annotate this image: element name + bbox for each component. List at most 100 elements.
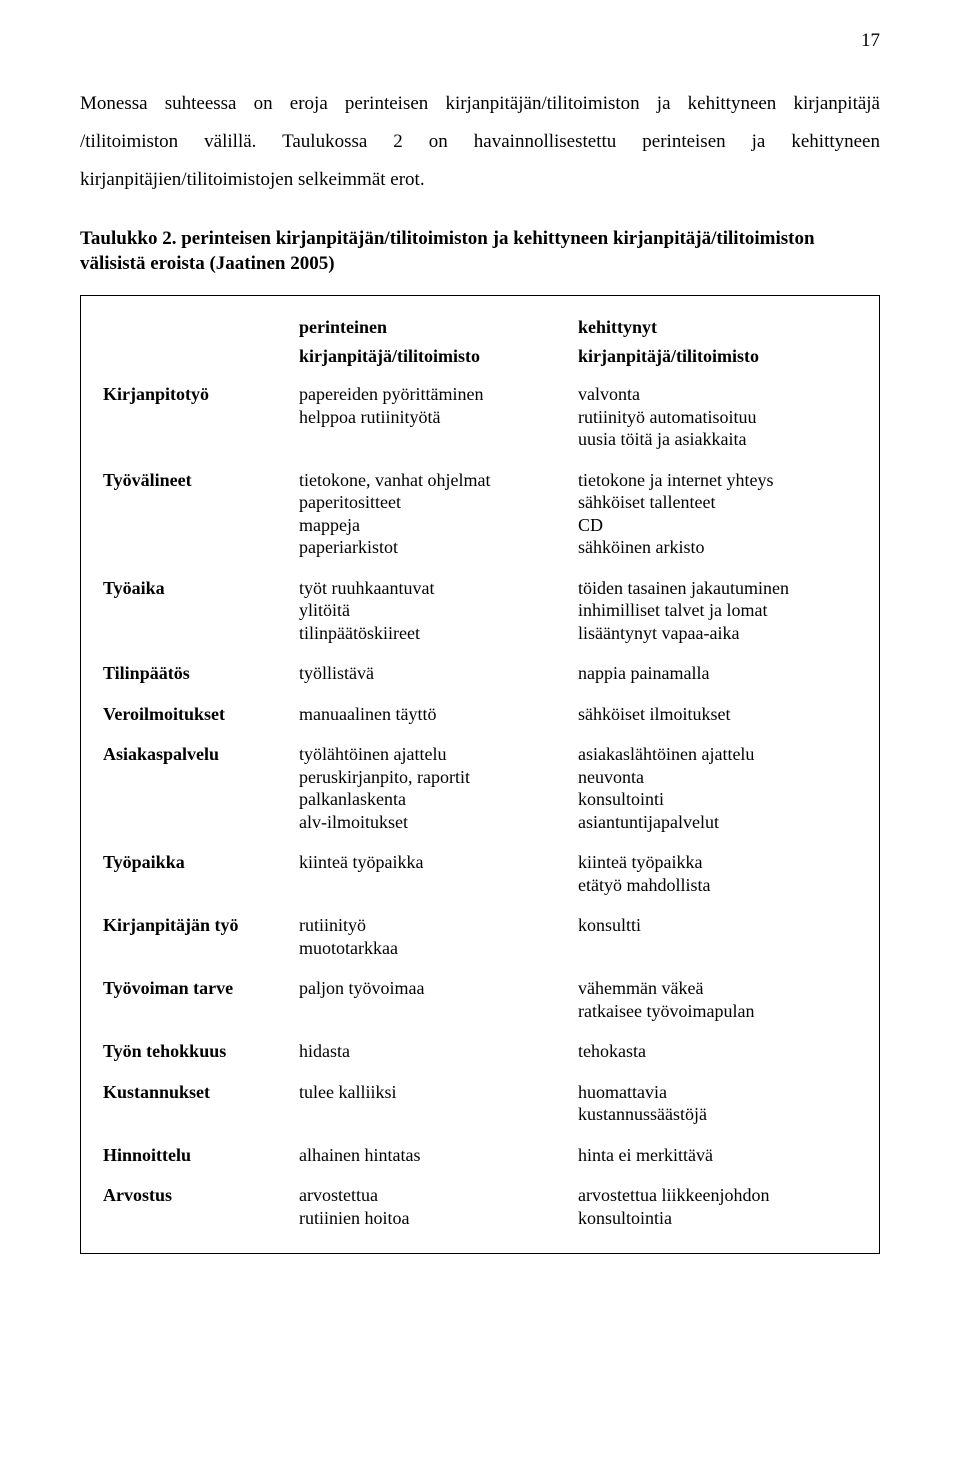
cell-traditional <box>299 428 578 451</box>
cell-traditional: helppoa rutiinityötä <box>299 406 578 429</box>
cell-traditional: tietokone, vanhat ohjelmat <box>299 469 578 492</box>
table-row: ylitöitäinhimilliset talvet ja lomat <box>103 599 857 622</box>
row-label <box>103 491 299 514</box>
row-label <box>103 766 299 789</box>
cell-advanced: inhimilliset talvet ja lomat <box>578 599 857 622</box>
row-label: Työpaikka <box>103 851 299 874</box>
header-col1-line1: perinteinen <box>299 316 578 345</box>
cell-advanced: huomattavia <box>578 1081 857 1104</box>
cell-advanced: uusia töitä ja asiakkaita <box>578 428 857 451</box>
cell-traditional: rutiinien hoitoa <box>299 1207 578 1230</box>
row-label <box>103 811 299 834</box>
cell-advanced: töiden tasainen jakautuminen <box>578 577 857 600</box>
header-empty <box>103 316 299 345</box>
header-empty <box>103 345 299 384</box>
cell-advanced: rutiinityö automatisoituu <box>578 406 857 429</box>
cell-traditional <box>299 1103 578 1126</box>
table-row: Työaikatyöt ruuhkaantuvattöiden tasainen… <box>103 577 857 600</box>
row-spacer <box>103 1063 857 1081</box>
table-caption: Taulukko 2. perinteisen kirjanpitäjän/ti… <box>80 227 880 276</box>
table-row: Hinnoittelualhainen hintatashinta ei mer… <box>103 1144 857 1167</box>
caption-label: Taulukko 2. <box>80 228 176 249</box>
table-row: tilinpäätöskiireetlisääntynyt vapaa-aika <box>103 622 857 645</box>
row-label <box>103 788 299 811</box>
cell-advanced: neuvonta <box>578 766 857 789</box>
page-number: 17 <box>861 30 880 52</box>
row-spacer <box>103 1166 857 1184</box>
table-row: muototarkkaa <box>103 937 857 960</box>
cell-traditional: tulee kalliiksi <box>299 1081 578 1104</box>
cell-advanced: asiantuntijapalvelut <box>578 811 857 834</box>
row-label: Työaika <box>103 577 299 600</box>
table-row: kustannussäästöjä <box>103 1103 857 1126</box>
table-row: Kirjanpitotyöpapereiden pyörittäminenval… <box>103 383 857 406</box>
cell-advanced <box>578 937 857 960</box>
cell-advanced: kiinteä työpaikka <box>578 851 857 874</box>
cell-advanced: etätyö mahdollista <box>578 874 857 897</box>
comparison-table: perinteinenkehittynytkirjanpitäjä/tilito… <box>103 316 857 1229</box>
row-label <box>103 428 299 451</box>
row-label <box>103 536 299 559</box>
cell-traditional: hidasta <box>299 1040 578 1063</box>
table-row: Asiakaspalvelutyölähtöinen ajatteluasiak… <box>103 743 857 766</box>
table-row: ratkaisee työvoimapulan <box>103 1000 857 1023</box>
row-spacer <box>103 559 857 577</box>
table-row: Työvälineettietokone, vanhat ohjelmattie… <box>103 469 857 492</box>
row-label <box>103 514 299 537</box>
cell-traditional: paperitositteet <box>299 491 578 514</box>
cell-traditional: arvostettua <box>299 1184 578 1207</box>
row-label <box>103 599 299 622</box>
table-header-row: kirjanpitäjä/tilitoimistokirjanpitäjä/ti… <box>103 345 857 384</box>
row-label: Kustannukset <box>103 1081 299 1104</box>
table-row: Kustannuksettulee kalliiksihuomattavia <box>103 1081 857 1104</box>
cell-traditional: ylitöitä <box>299 599 578 622</box>
cell-traditional: kiinteä työpaikka <box>299 851 578 874</box>
cell-advanced: CD <box>578 514 857 537</box>
cell-advanced: arvostettua liikkeenjohdon <box>578 1184 857 1207</box>
cell-advanced: asiakaslähtöinen ajattelu <box>578 743 857 766</box>
table-row: Arvostusarvostettuaarvostettua liikkeenj… <box>103 1184 857 1207</box>
cell-traditional: papereiden pyörittäminen <box>299 383 578 406</box>
table-row: alv-ilmoituksetasiantuntijapalvelut <box>103 811 857 834</box>
cell-advanced: kustannussäästöjä <box>578 1103 857 1126</box>
table-row: helppoa rutiinityötärutiinityö automatis… <box>103 406 857 429</box>
row-spacer <box>103 833 857 851</box>
row-spacer <box>103 1126 857 1144</box>
document-page: 17 Monessa suhteessa on eroja perinteise… <box>0 0 960 1481</box>
row-label: Kirjanpitotyö <box>103 383 299 406</box>
row-label: Hinnoittelu <box>103 1144 299 1167</box>
cell-advanced: tietokone ja internet yhteys <box>578 469 857 492</box>
row-label <box>103 406 299 429</box>
cell-advanced: ratkaisee työvoimapulan <box>578 1000 857 1023</box>
cell-traditional: manuaalinen täyttö <box>299 703 578 726</box>
row-spacer <box>103 451 857 469</box>
row-label: Työvälineet <box>103 469 299 492</box>
table-row: Tilinpäätöstyöllistävänappia painamalla <box>103 662 857 685</box>
table-row: Kirjanpitäjän työrutiinityökonsultti <box>103 914 857 937</box>
cell-advanced: valvonta <box>578 383 857 406</box>
cell-advanced: tehokasta <box>578 1040 857 1063</box>
table-row: Työn tehokkuushidastatehokasta <box>103 1040 857 1063</box>
cell-traditional: peruskirjanpito, raportit <box>299 766 578 789</box>
row-label <box>103 1103 299 1126</box>
cell-traditional: paljon työvoimaa <box>299 977 578 1000</box>
row-label <box>103 937 299 960</box>
table-row: Veroilmoituksetmanuaalinen täyttösähköis… <box>103 703 857 726</box>
cell-traditional: työt ruuhkaantuvat <box>299 577 578 600</box>
cell-traditional: rutiinityö <box>299 914 578 937</box>
table-row: Työpaikkakiinteä työpaikkakiinteä työpai… <box>103 851 857 874</box>
cell-traditional: mappeja <box>299 514 578 537</box>
cell-traditional: alv-ilmoitukset <box>299 811 578 834</box>
cell-advanced: konsultti <box>578 914 857 937</box>
comparison-table-box: perinteinenkehittynytkirjanpitäjä/tilito… <box>80 295 880 1254</box>
row-label: Työn tehokkuus <box>103 1040 299 1063</box>
table-row: etätyö mahdollista <box>103 874 857 897</box>
row-spacer <box>103 959 857 977</box>
cell-traditional: muototarkkaa <box>299 937 578 960</box>
cell-advanced: sähköiset ilmoitukset <box>578 703 857 726</box>
table-row: palkanlaskentakonsultointi <box>103 788 857 811</box>
table-row: uusia töitä ja asiakkaita <box>103 428 857 451</box>
cell-advanced: konsultointia <box>578 1207 857 1230</box>
row-label: Arvostus <box>103 1184 299 1207</box>
cell-traditional: paperiarkistot <box>299 536 578 559</box>
